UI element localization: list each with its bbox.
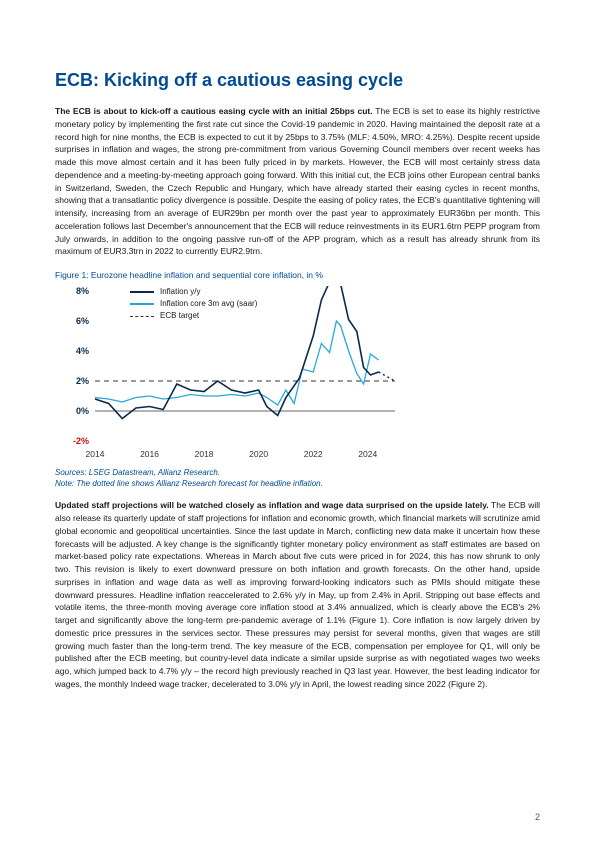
page-number: 2 <box>535 812 540 822</box>
svg-text:2%: 2% <box>76 376 89 386</box>
chart-legend: Inflation y/y Inflation core 3m avg (saa… <box>130 286 257 322</box>
svg-text:-2%: -2% <box>73 436 89 446</box>
page-title: ECB: Kicking off a cautious easing cycle <box>55 70 540 91</box>
svg-text:6%: 6% <box>76 316 89 326</box>
svg-text:2024: 2024 <box>358 449 377 459</box>
para1-lead: The ECB is about to kick-off a cautious … <box>55 106 373 116</box>
svg-text:2020: 2020 <box>249 449 268 459</box>
para1-body: The ECB is set to ease its highly restri… <box>55 106 540 256</box>
paragraph-2: Updated staff projections will be watche… <box>55 499 540 690</box>
para2-body: The ECB will also release its quarterly … <box>55 500 540 689</box>
figure1-title: Figure 1: Eurozone headline inflation an… <box>55 270 540 280</box>
svg-text:2018: 2018 <box>195 449 214 459</box>
legend-swatch-3 <box>130 316 154 317</box>
svg-text:2022: 2022 <box>304 449 323 459</box>
para2-lead: Updated staff projections will be watche… <box>55 500 489 510</box>
svg-text:2014: 2014 <box>86 449 105 459</box>
legend-swatch-2 <box>130 303 154 305</box>
legend-label-1: Inflation y/y <box>160 286 200 298</box>
page: ECB: Kicking off a cautious easing cycle… <box>0 0 595 733</box>
source-line-1: Sources: LSEG Datastream, Allianz Resear… <box>55 468 220 477</box>
figure1-chart: 8% 6% 4% 2% 0% -2% 2014 2016 2018 2020 2022 2024 In… <box>55 286 400 461</box>
figure1-sources: Sources: LSEG Datastream, Allianz Resear… <box>55 467 540 489</box>
svg-text:4%: 4% <box>76 346 89 356</box>
paragraph-1: The ECB is about to kick-off a cautious … <box>55 105 540 258</box>
svg-text:0%: 0% <box>76 406 89 416</box>
source-line-2: Note: The dotted line shows Allianz Rese… <box>55 479 323 488</box>
svg-text:8%: 8% <box>76 286 89 296</box>
svg-text:2016: 2016 <box>140 449 159 459</box>
legend-swatch-1 <box>130 291 154 293</box>
legend-label-2: Inflation core 3m avg (saar) <box>160 298 257 310</box>
legend-label-3: ECB target <box>160 310 199 322</box>
